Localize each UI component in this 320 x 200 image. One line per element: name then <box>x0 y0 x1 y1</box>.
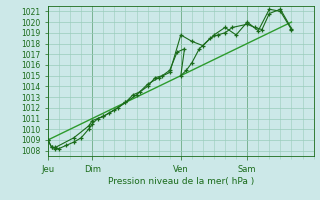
X-axis label: Pression niveau de la mer( hPa ): Pression niveau de la mer( hPa ) <box>108 177 254 186</box>
